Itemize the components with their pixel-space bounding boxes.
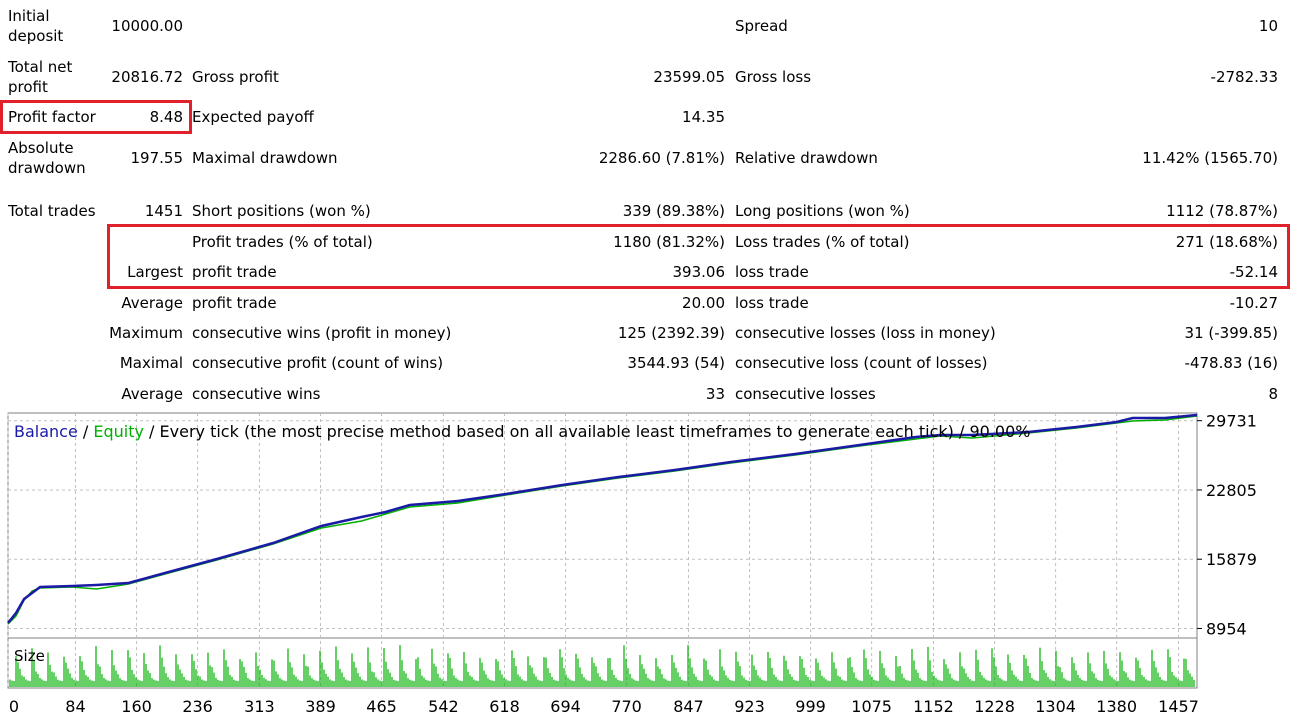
total-trades-value: 1451 xyxy=(144,202,183,220)
x-tick-label: 618 xyxy=(489,697,520,716)
gross-loss-label: Gross loss xyxy=(735,68,812,86)
max-consecutive-wins-label: consecutive wins (profit in money) xyxy=(192,324,452,342)
maximal-consecutive-profit-label: consecutive profit (count of wins) xyxy=(192,354,444,372)
average-loss-value: -10.27 xyxy=(1229,294,1278,312)
x-tick-label: 847 xyxy=(673,697,704,716)
y-tick-label: 15879 xyxy=(1206,550,1257,569)
maximal-drawdown-label: Maximal drawdown xyxy=(192,149,338,167)
x-tick-label: 1152 xyxy=(913,697,954,716)
max-consecutive-wins-value: 125 (2392.39) xyxy=(617,324,725,342)
size-layer xyxy=(9,645,1195,687)
expected-payoff-label: Expected payoff xyxy=(192,108,314,126)
maximum-consecutive-prefix: Maximum xyxy=(109,324,183,342)
balance-line xyxy=(7,413,1198,624)
x-tick-label: 160 xyxy=(121,697,152,716)
spread-label: Spread xyxy=(735,17,788,35)
x-tick-label: 923 xyxy=(734,697,765,716)
x-tick-label: 999 xyxy=(795,697,826,716)
maximal-consecutive-loss-value: -478.83 (16) xyxy=(1184,354,1278,372)
long-positions-label: Long positions (won %) xyxy=(735,202,910,220)
series-layer xyxy=(7,413,1198,625)
largest-prefix: Largest xyxy=(127,263,183,281)
y-tick-label: 8954 xyxy=(1206,619,1247,638)
profit-trades-value: 1180 (81.32%) xyxy=(613,233,725,251)
total-trades-label: Total trades xyxy=(8,202,96,220)
loss-trades-label: Loss trades (% of total) xyxy=(735,233,910,251)
average-consecutive-losses-value: 8 xyxy=(1268,385,1278,403)
x-tick-label: 0 xyxy=(9,697,19,716)
absolute-drawdown-label: Absolute drawdown xyxy=(8,139,86,177)
short-positions-value: 339 (89.38%) xyxy=(622,202,725,220)
grid-layer xyxy=(7,413,1202,688)
equity-line xyxy=(7,415,1198,625)
largest-loss-label: loss trade xyxy=(735,263,809,281)
plot-frame xyxy=(7,412,1198,639)
max-consecutive-losses-label: consecutive losses (loss in money) xyxy=(735,324,996,342)
x-tick-label: 84 xyxy=(65,697,85,716)
x-tick-label: 1075 xyxy=(851,697,892,716)
loss-trades-value: 271 (18.68%) xyxy=(1175,233,1278,251)
balance-equity-chart: Balance / Equity / Every tick (the most … xyxy=(0,405,1295,724)
average-consecutive-losses-label: consecutive losses xyxy=(735,385,876,403)
x-tick-label: 389 xyxy=(305,697,336,716)
maximal-drawdown-value: 2286.60 (7.81%) xyxy=(598,149,725,167)
title-rest: / Every tick (the most precise method ba… xyxy=(144,422,1031,441)
profit-factor-highlight xyxy=(0,100,192,134)
average-consecutive-prefix: Average xyxy=(121,385,183,403)
total-net-profit-value: 20816.72 xyxy=(111,68,183,86)
max-consecutive-losses-value: 31 (-399.85) xyxy=(1184,324,1278,342)
chart-svg: Balance / Equity / Every tick (the most … xyxy=(7,412,1257,716)
title-balance: Balance xyxy=(14,422,78,441)
title-sep: / xyxy=(78,422,94,441)
initial-deposit-label: Initial deposit xyxy=(8,7,64,45)
x-tick-label: 770 xyxy=(611,697,642,716)
chart-title: Balance / Equity / Every tick (the most … xyxy=(14,422,1031,441)
y-tick-label: 22805 xyxy=(1206,481,1257,500)
largest-loss-value: -52.14 xyxy=(1229,263,1278,281)
average-consecutive-wins-value: 33 xyxy=(705,385,725,403)
x-tick-label: 1380 xyxy=(1096,697,1137,716)
maximal-consecutive-prefix: Maximal xyxy=(119,354,183,372)
x-tick-label: 542 xyxy=(428,697,459,716)
spread-value: 10 xyxy=(1258,17,1278,35)
gross-profit-label: Gross profit xyxy=(192,68,279,86)
y-tick-labels: 8954 15879 22805 29731 xyxy=(1206,412,1257,639)
x-tick-label: 1457 xyxy=(1158,697,1199,716)
x-tick-label: 1304 xyxy=(1035,697,1076,716)
x-tick-label: 465 xyxy=(366,697,397,716)
profit-factor-label: Profit factor xyxy=(8,108,96,126)
average-profit-label: profit trade xyxy=(192,294,277,312)
x-tick-label: 236 xyxy=(182,697,213,716)
average-loss-label: loss trade xyxy=(735,294,809,312)
size-label: Size xyxy=(14,647,45,665)
maximal-consecutive-loss-label: consecutive loss (count of losses) xyxy=(735,354,988,372)
total-net-profit-label: Total net profit xyxy=(8,58,73,96)
profit-factor-value: 8.48 xyxy=(149,108,183,126)
profit-trades-label: Profit trades (% of total) xyxy=(192,233,373,251)
gross-loss-value: -2782.33 xyxy=(1210,68,1278,86)
absolute-drawdown-value: 197.55 xyxy=(130,149,184,167)
trades-highlight xyxy=(107,224,1290,289)
x-tick-label: 1228 xyxy=(974,697,1015,716)
largest-profit-label: profit trade xyxy=(192,263,277,281)
x-tick-label: 694 xyxy=(550,697,581,716)
average-consecutive-wins-label: consecutive wins xyxy=(192,385,321,403)
short-positions-label: Short positions (won %) xyxy=(192,202,371,220)
gross-profit-value: 23599.05 xyxy=(653,68,725,86)
expected-payoff-value: 14.35 xyxy=(682,108,725,126)
largest-profit-value: 393.06 xyxy=(672,263,726,281)
relative-drawdown-value: 11.42% (1565.70) xyxy=(1142,149,1278,167)
x-tick-label: 313 xyxy=(244,697,275,716)
title-equity: Equity xyxy=(93,422,144,441)
average-trade-prefix: Average xyxy=(121,294,183,312)
long-positions-value: 1112 (78.87%) xyxy=(1166,202,1278,220)
initial-deposit-value: 10000.00 xyxy=(111,17,183,35)
relative-drawdown-label: Relative drawdown xyxy=(735,149,878,167)
y-tick-label: 29731 xyxy=(1206,412,1257,431)
maximal-consecutive-profit-value: 3544.93 (54) xyxy=(627,354,725,372)
x-tick-labels: 0 84 160 236 313 389 465 542 618 694 770 847 923 999 1… xyxy=(9,697,1199,716)
average-profit-value: 20.00 xyxy=(682,294,725,312)
